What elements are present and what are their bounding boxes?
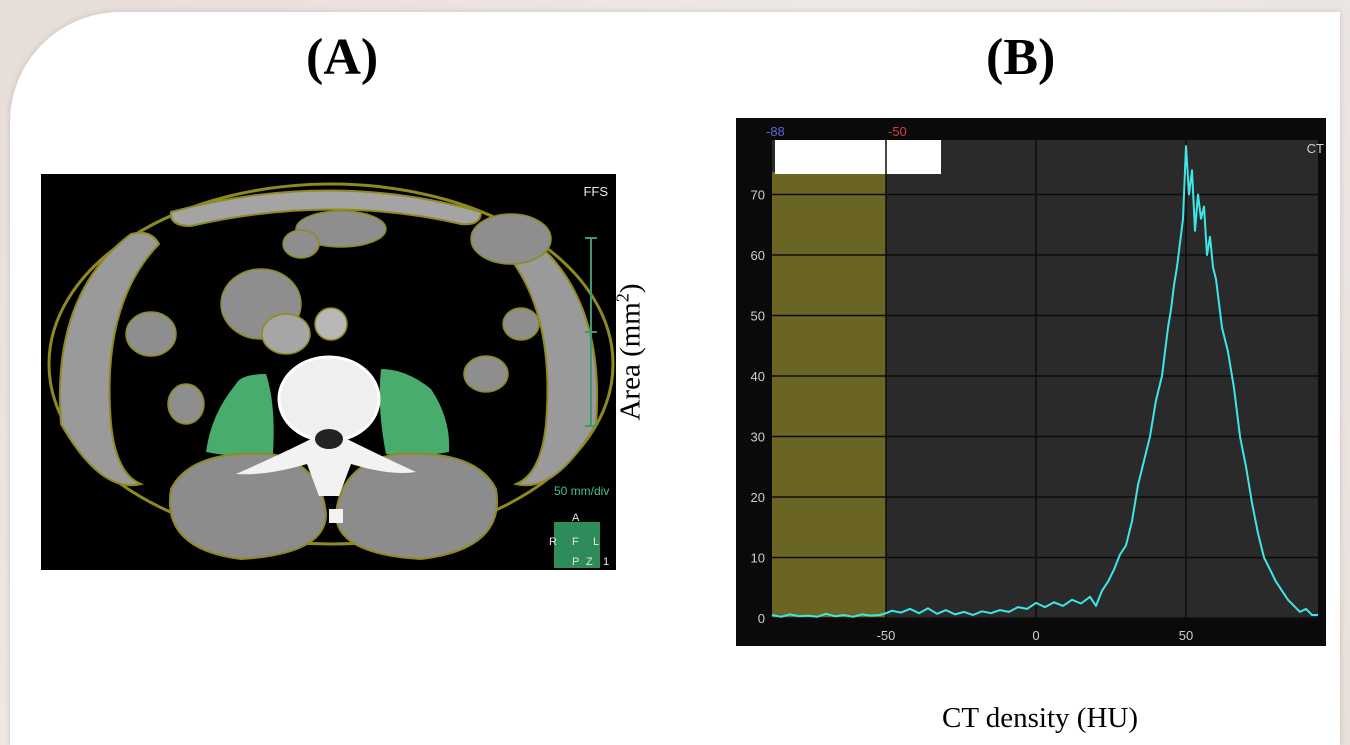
vertebral-body — [277, 355, 381, 443]
anterior-wall — [169, 189, 483, 228]
x-tick-label: -50 — [877, 628, 896, 643]
aorta — [314, 307, 348, 341]
bowel-loops — [125, 210, 552, 425]
ct-scan-drawing — [47, 182, 615, 568]
shaded-range — [772, 172, 886, 618]
compass-left: R — [549, 536, 557, 548]
scale-text: 50 mm/div — [554, 484, 610, 498]
scale-bar — [585, 237, 597, 427]
compass-top: A — [572, 512, 580, 524]
panel-a-label: (A) — [306, 29, 379, 86]
y-tick-label: 10 — [751, 550, 765, 565]
orientation-label: FFS — [583, 184, 608, 199]
vertebral-arch — [236, 439, 416, 496]
left-back-muscle — [168, 452, 328, 561]
compass-center: F — [572, 536, 579, 548]
spinal-canal — [315, 429, 343, 449]
ct-scan-image: FFS 50 mm/div A R F L P Z 1 — [41, 174, 616, 570]
left-psoas-highlight — [206, 374, 274, 457]
body-outline — [47, 182, 615, 546]
corner-label: CT — [1307, 141, 1324, 156]
x-axis-label: CT density (HU) — [941, 702, 1139, 734]
right-abdominal-wall — [496, 231, 599, 487]
x-tick-label: 50 — [1179, 628, 1193, 643]
y-tick-label: 40 — [751, 369, 765, 384]
range-label-box — [775, 140, 941, 174]
x-tick-label: 0 — [1032, 628, 1039, 643]
y-tick-label: 30 — [751, 429, 765, 444]
y-tick-label: 0 — [758, 611, 765, 626]
density-line — [771, 145, 1318, 618]
range-high-label: -50 — [888, 124, 907, 139]
y-tick-label: 20 — [751, 490, 765, 505]
histogram-chart: 0 10 20 30 40 50 60 70 -50 0 50 -88 -50 CT — [736, 118, 1326, 646]
panel-b-label: (B) — [986, 29, 1056, 86]
orientation-box — [554, 522, 600, 568]
spinous-process — [329, 509, 343, 523]
left-abdominal-wall — [58, 231, 161, 487]
compass-bottom-left: P — [572, 556, 580, 568]
y-tick-label: 50 — [751, 308, 765, 323]
right-psoas-highlight — [379, 369, 450, 456]
y-tick-label: 70 — [751, 187, 765, 202]
y-tick-label: 60 — [751, 248, 765, 263]
right-back-muscle — [334, 452, 499, 561]
compass-bottom-right: 1 — [603, 556, 610, 568]
ivc — [261, 313, 311, 355]
y-axis-label: Area (mm2) — [612, 283, 647, 421]
histogram-panel: 0 10 20 30 40 50 60 70 -50 0 50 -88 -50 CT — [736, 118, 1326, 646]
compass-right: L — [593, 536, 600, 548]
compass-bottom-center: Z — [586, 556, 593, 568]
range-low-label: -88 — [766, 124, 785, 139]
